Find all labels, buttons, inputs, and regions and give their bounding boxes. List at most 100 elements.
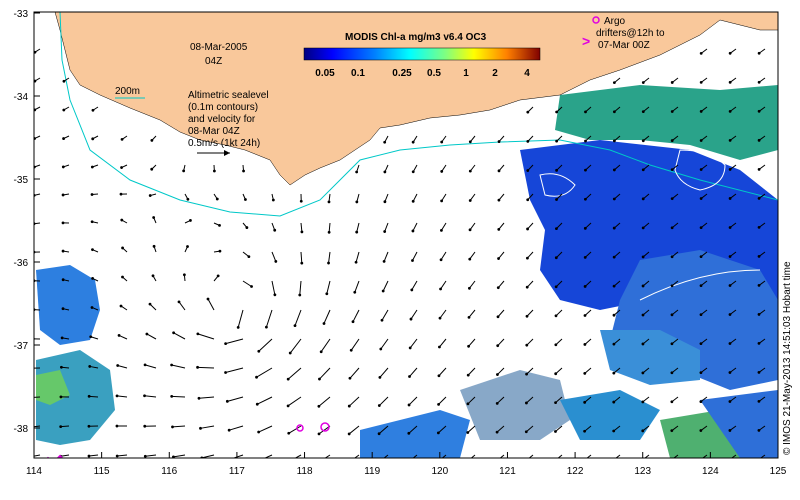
- velocity-vector-head: [177, 300, 181, 304]
- velocity-vector-head: [670, 197, 674, 201]
- velocity-vector-head: [438, 345, 441, 349]
- velocity-vector-head: [699, 51, 703, 55]
- velocity-vector-head: [143, 454, 147, 458]
- velocity-vector: [89, 395, 99, 398]
- velocity-vector: [318, 425, 331, 435]
- velocity-vector: [34, 425, 41, 428]
- velocity-vector-head: [584, 197, 587, 201]
- velocity-vector-head: [466, 402, 470, 406]
- velocity-vector: [178, 301, 186, 311]
- velocity-vector-head: [437, 460, 440, 463]
- velocity-vector: [324, 454, 331, 458]
- legend-line: Altimetric sealevel: [188, 90, 269, 101]
- velocity-vector-head: [317, 404, 321, 408]
- velocity-vector: [439, 338, 447, 348]
- velocity-vector-head: [216, 274, 220, 278]
- velocity-vector-head: [439, 287, 442, 291]
- velocity-vector: [644, 454, 650, 458]
- velocity-vector: [171, 364, 186, 369]
- velocity-vector-head: [215, 197, 219, 201]
- colorbar-tick-label: 0.05: [315, 68, 335, 79]
- velocity-vector-head: [612, 342, 616, 346]
- velocity-vector-head: [496, 315, 500, 319]
- velocity-vector-head: [525, 285, 529, 289]
- velocity-vector: [526, 367, 534, 375]
- colorbar-tick-label: 0.25: [392, 68, 412, 79]
- velocity-vector-head: [525, 401, 528, 405]
- velocity-vector-head: [411, 140, 415, 144]
- velocity-vector: [378, 396, 389, 406]
- velocity-vector-head: [438, 316, 442, 320]
- velocity-vector-head: [31, 396, 34, 399]
- y-axis: -33 -34 -35 -36 -37 -38: [14, 9, 40, 435]
- velocity-vector-head: [115, 454, 119, 458]
- velocity-vector-head: [273, 228, 277, 232]
- velocity-vector-head: [497, 227, 501, 231]
- velocity-vector-head: [728, 51, 732, 55]
- argo-track-icon: >: [582, 33, 590, 49]
- velocity-vector-head: [244, 198, 247, 201]
- velocity-vector-head: [61, 193, 65, 197]
- velocity-vector: [525, 425, 534, 433]
- velocity-vector-head: [495, 401, 499, 405]
- velocity-vector-head: [583, 226, 587, 230]
- velocity-vector-head: [612, 459, 615, 462]
- velocity-vector-head: [60, 365, 63, 369]
- velocity-vector: [207, 298, 215, 311]
- velocity-vector: [383, 251, 389, 262]
- velocity-vector-head: [172, 331, 176, 335]
- velocity-vector: [172, 425, 186, 428]
- velocity-vector: [34, 396, 41, 398]
- velocity-vector-head: [612, 197, 616, 201]
- velocity-vector: [526, 338, 534, 346]
- velocity-vector-head: [143, 394, 146, 398]
- velocity-vector: [319, 367, 331, 380]
- velocity-vector: [326, 280, 331, 294]
- velocity-vector-head: [757, 109, 761, 113]
- velocity-vector-head: [440, 140, 444, 144]
- velocity-vector-head: [115, 424, 119, 428]
- velocity-vector-head: [583, 343, 587, 346]
- velocity-vector-head: [728, 429, 732, 432]
- velocity-vector: [146, 333, 157, 340]
- velocity-vector: [258, 338, 273, 352]
- velocity-vector-head: [31, 426, 34, 429]
- velocity-vector-head: [354, 260, 358, 264]
- velocity-vector: [379, 367, 389, 378]
- velocity-vector-head: [34, 50, 37, 54]
- velocity-vector: [468, 338, 476, 347]
- velocity-vector-head: [466, 373, 470, 377]
- velocity-vector-head: [227, 428, 231, 432]
- velocity-vector-head: [90, 165, 94, 169]
- sealevel-legend: Altimetric sealevel(0.1m contours)and ve…: [188, 90, 269, 149]
- velocity-vector-head: [526, 256, 529, 260]
- velocity-vector-head: [318, 377, 321, 381]
- velocity-vector: [118, 334, 128, 340]
- colorbar-tick-label: 1: [463, 68, 469, 79]
- velocity-vector: [555, 338, 563, 346]
- velocity-vector: [88, 454, 99, 457]
- velocity-vector-head: [120, 218, 124, 222]
- velocity-vector-head: [641, 429, 645, 433]
- velocity-vector: [328, 251, 331, 264]
- velocity-vector-head: [408, 346, 412, 350]
- argo-legend-line: 07-Mar 00Z: [598, 40, 650, 51]
- velocity-vector-head: [497, 198, 501, 202]
- velocity-vector-head: [670, 371, 674, 375]
- velocity-vector-head: [378, 461, 381, 464]
- velocity-vector: [438, 396, 447, 405]
- velocity-vector-head: [583, 371, 587, 375]
- velocity-vector-head: [325, 292, 329, 296]
- velocity-vector: [300, 251, 303, 264]
- velocity-vector: [323, 309, 331, 324]
- argo-marker-icon: [592, 16, 600, 24]
- velocity-vector-head: [383, 170, 387, 174]
- colorbar-title: MODIS Chl-a mg/m3 v6.4 OC3: [345, 32, 487, 43]
- velocity-vector-head: [120, 138, 124, 141]
- colorbar: [303, 47, 541, 61]
- velocity-vector: [356, 222, 360, 233]
- velocity-vector-head: [728, 226, 732, 229]
- argo-drifters: [46, 422, 330, 458]
- velocity-vector-head: [382, 259, 386, 263]
- velocity-vector-head: [699, 226, 703, 229]
